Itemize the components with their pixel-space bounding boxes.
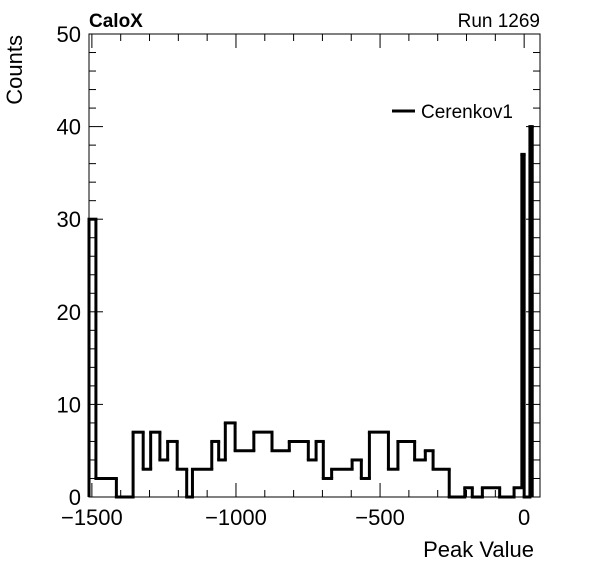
chart-title-right: Run 1269 [458,11,540,32]
x-axis-label: Peak Value [423,537,534,562]
x-tick-label: −500 [355,505,405,530]
x-tick-label: 0 [518,505,530,530]
y-tick-label: 40 [57,115,81,140]
y-tick-label: 10 [57,392,81,417]
y-tick-label: 0 [69,485,81,510]
y-axis-label: Counts [2,35,27,105]
chart-title-left: CaloX [89,11,143,32]
x-tick-label: −1000 [205,505,267,530]
series-0 [87,125,534,499]
legend-label: Cerenkov1 [421,102,513,123]
y-tick-label: 30 [57,207,81,232]
legend: Cerenkov1 [392,102,513,123]
y-tick-label: 50 [57,22,81,47]
y-tick-label: 20 [57,300,81,325]
x-tick-label: −1500 [61,505,123,530]
